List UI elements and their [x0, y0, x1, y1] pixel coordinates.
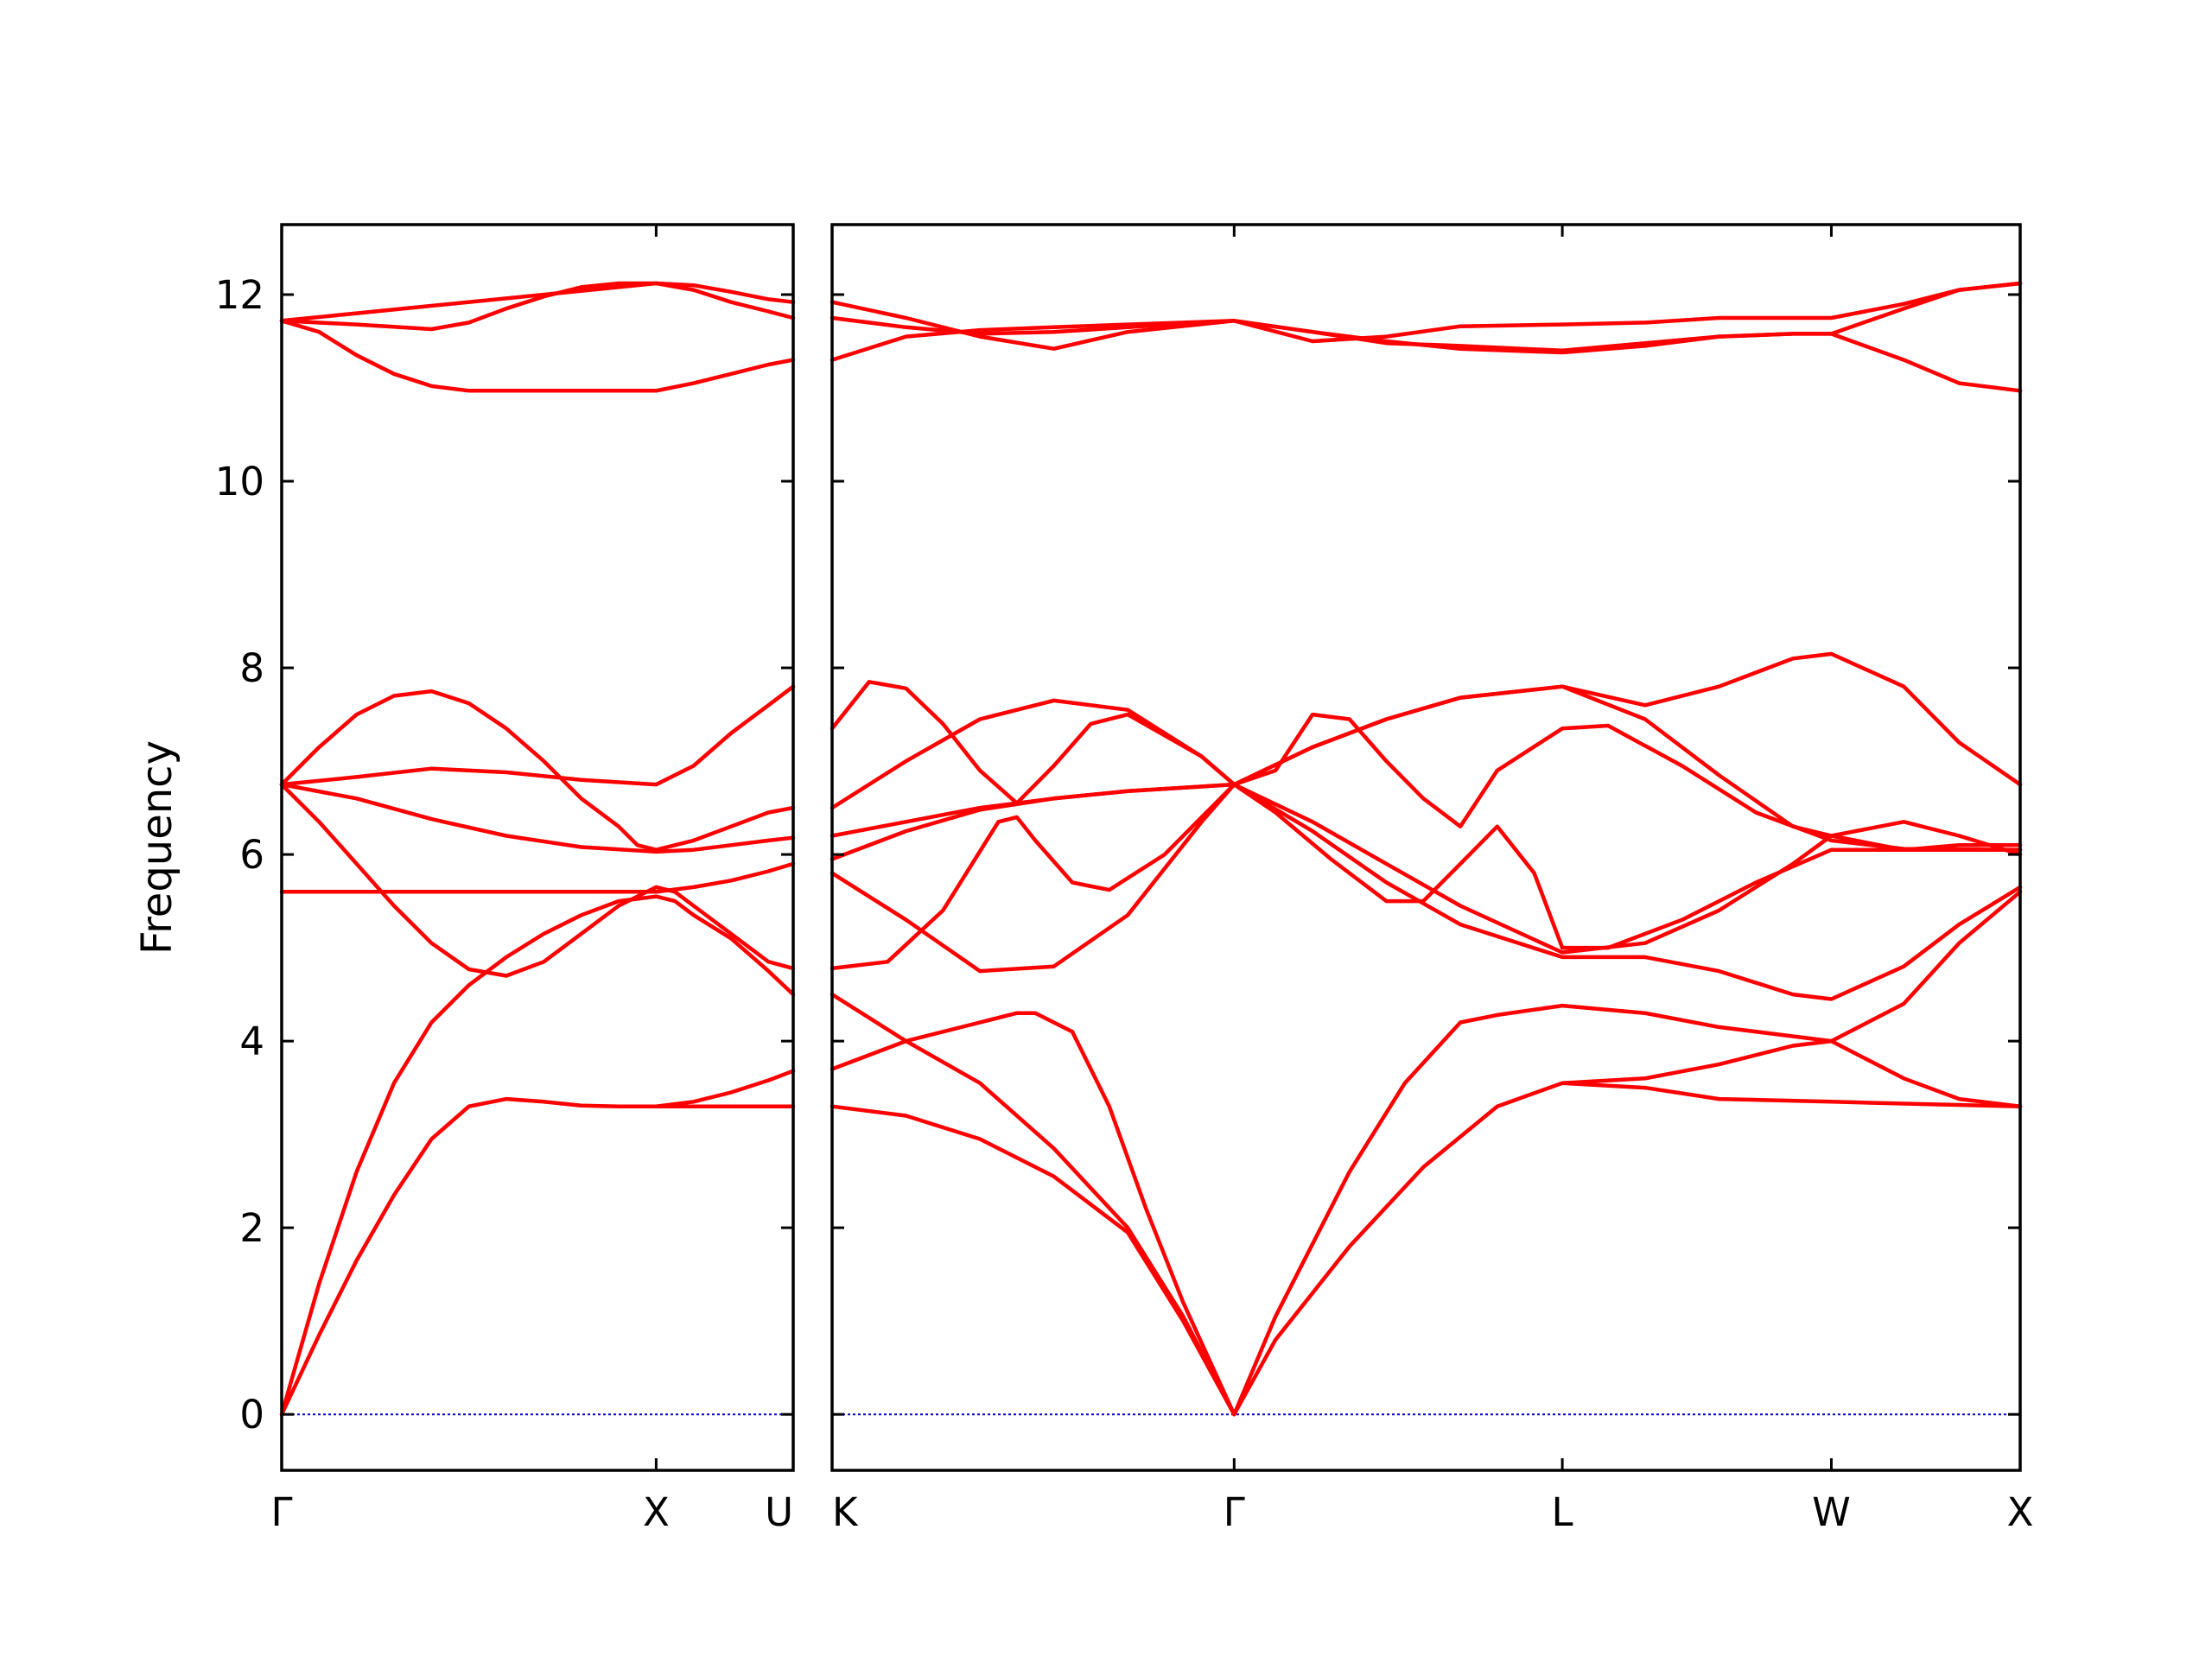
panel-frame — [830, 223, 2022, 1472]
x-tick-label-L: L — [1552, 1489, 1573, 1535]
phonon-branch-1-12 — [830, 300, 2023, 393]
phonon-branch-1-10 — [830, 281, 2023, 362]
y-tick-label: 8 — [239, 645, 264, 691]
phonon-branch-1-6 — [830, 782, 2023, 955]
phonon-branch-0-9 — [279, 281, 796, 332]
phonon-branch-1-3 — [1560, 1038, 2023, 1108]
phonon-branch-0-8 — [654, 1069, 796, 1108]
phonon-branch-0-7 — [654, 861, 796, 894]
phonon-branch-0-11 — [279, 281, 796, 323]
y-tick-label: 6 — [239, 832, 264, 878]
phonon-branch-1-9 — [830, 680, 2023, 852]
phonon-branch-1-2 — [830, 1011, 1236, 1417]
y-tick-label: 10 — [215, 459, 264, 505]
phonon-branch-0-3 — [279, 782, 796, 854]
phonon-branch-1-0 — [830, 1081, 2023, 1417]
phonon-branch-1-4 — [830, 782, 2023, 971]
x-tick-label-W: W — [1812, 1489, 1851, 1535]
y-tick-label: 2 — [239, 1205, 264, 1251]
phonon-branch-1-5 — [830, 782, 2023, 1001]
y-tick-label: 12 — [215, 272, 264, 318]
x-tick-label-Γ: Γ — [1224, 1489, 1245, 1535]
phonon-branch-0-2 — [279, 782, 796, 978]
phonon-branch-0-10 — [279, 319, 796, 393]
phonon-branch-0-4 — [279, 684, 796, 787]
y-axis-title: Frequency — [133, 740, 181, 955]
phonon-branch-0-1 — [279, 894, 796, 1417]
x-tick-label-U: U — [765, 1489, 793, 1535]
y-tick-label: 0 — [239, 1392, 264, 1438]
phonon-branch-0-0 — [279, 1096, 796, 1417]
x-tick-label-K: K — [832, 1489, 859, 1535]
x-tick-label-X: X — [643, 1489, 670, 1535]
phonon-branch-1-8 — [830, 684, 2023, 852]
phonon-branch-0-5 — [279, 689, 796, 852]
x-tick-label-Γ: Γ — [270, 1489, 292, 1535]
phonon-branch-1-11 — [830, 281, 2023, 344]
panel-frame — [280, 223, 795, 1472]
phonon-branch-1-7 — [830, 651, 2023, 838]
y-tick-label: 4 — [239, 1019, 264, 1064]
x-tick-label-X: X — [2007, 1489, 2034, 1535]
